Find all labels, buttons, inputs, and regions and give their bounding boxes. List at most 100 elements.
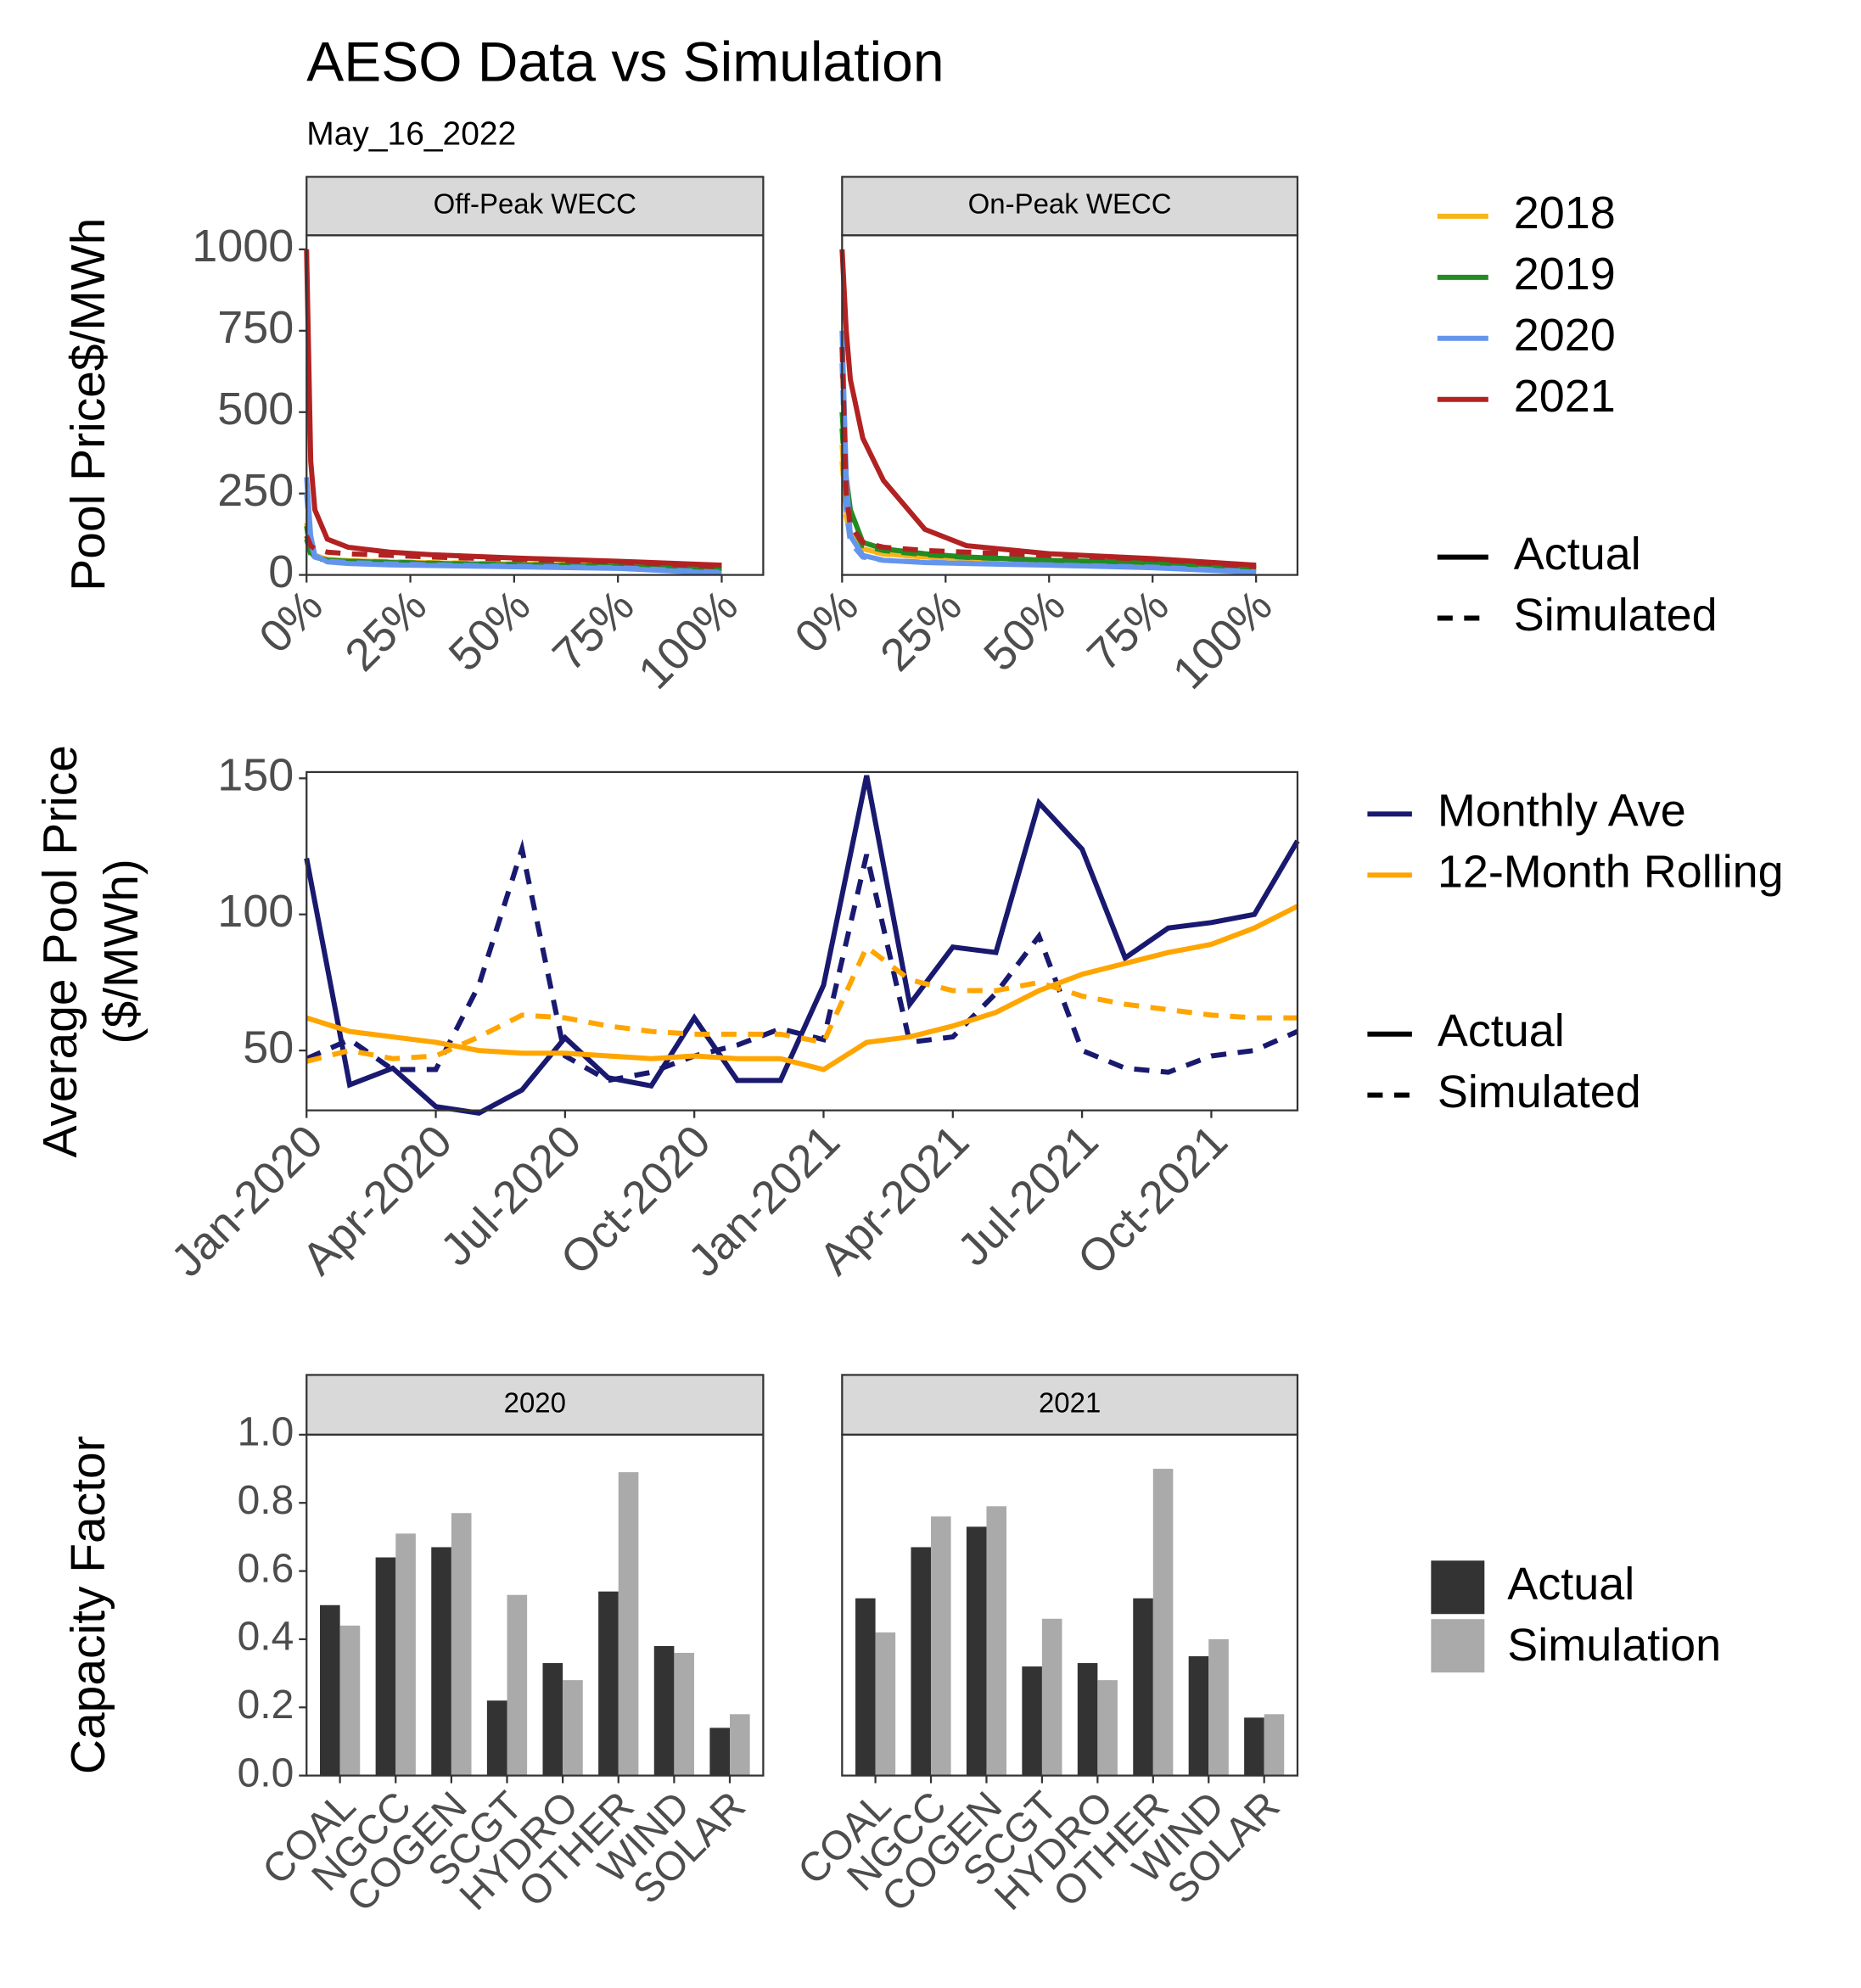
y-tick-label: 1000 — [192, 221, 294, 272]
bar — [339, 1625, 361, 1776]
price-line — [305, 904, 1299, 1072]
bar — [966, 1526, 987, 1776]
y-axis-title: ($/MWh) — [94, 859, 149, 1044]
x-tick-label: 0% — [785, 580, 868, 664]
bar — [1244, 1717, 1264, 1776]
duration-line — [839, 249, 1257, 568]
y-tick-label: 0.6 — [238, 1546, 294, 1591]
y-tick-label: 100 — [217, 886, 294, 937]
bar — [431, 1547, 451, 1776]
duration-line — [839, 363, 1257, 574]
bar — [1188, 1656, 1209, 1776]
y-tick-label: 0 — [268, 546, 294, 597]
y-tick-label: 50 — [243, 1022, 294, 1072]
y-tick-label: 0.8 — [238, 1478, 294, 1523]
legend-key — [1431, 1619, 1485, 1673]
bar — [1022, 1666, 1042, 1776]
price-line — [305, 838, 1299, 1084]
legend-label: Actual — [1507, 1559, 1634, 1610]
panel-border — [305, 770, 1299, 1112]
duration-line — [839, 412, 1257, 571]
strip-label: On-Peak WECC — [968, 188, 1172, 220]
duration-line — [839, 330, 1257, 575]
bar — [911, 1547, 932, 1776]
panel-border — [305, 234, 765, 576]
x-tick-label: 75% — [1078, 580, 1179, 681]
bar — [542, 1663, 563, 1776]
bar — [653, 1645, 675, 1776]
bar — [1264, 1714, 1285, 1776]
bar — [563, 1680, 583, 1776]
strip-label: 2021 — [1039, 1386, 1101, 1418]
y-tick-label: 250 — [217, 465, 294, 516]
panel-border — [841, 234, 1299, 576]
bar — [451, 1513, 472, 1776]
y-tick-label: 1.0 — [238, 1410, 294, 1455]
strip — [841, 176, 1299, 237]
y-tick-label: 750 — [217, 302, 294, 353]
y-tick-label: 0.0 — [238, 1750, 294, 1795]
legend-label: 2018 — [1514, 188, 1616, 238]
x-tick-label: 75% — [543, 580, 644, 681]
bar — [486, 1700, 507, 1776]
legend-label: Simulated — [1514, 590, 1718, 641]
strip-label: 2020 — [504, 1386, 566, 1418]
bar — [730, 1714, 750, 1776]
duration-line — [304, 535, 722, 569]
bar — [1097, 1680, 1118, 1776]
y-axis-title: Capacity Factor — [61, 1436, 115, 1774]
bar — [618, 1472, 639, 1776]
legend-label: Actual — [1514, 529, 1641, 580]
y-tick-label: 0.4 — [238, 1615, 294, 1660]
bar — [875, 1632, 896, 1776]
bar — [1041, 1618, 1062, 1776]
legend-label: Actual — [1438, 1005, 1565, 1056]
x-tick-label: 25% — [871, 580, 972, 681]
legend-label: Simulated — [1438, 1067, 1641, 1117]
duration-line — [839, 428, 1257, 572]
legend-label: Monthly Ave — [1438, 786, 1686, 837]
x-tick-label: 50% — [440, 580, 541, 681]
bar — [1208, 1638, 1229, 1776]
bar — [395, 1533, 416, 1776]
x-tick-label: 100% — [1163, 580, 1282, 699]
panel-border — [305, 1433, 765, 1777]
duration-line — [839, 346, 1257, 569]
bar — [598, 1591, 619, 1776]
legend-label: 2021 — [1514, 371, 1616, 422]
bar — [1152, 1469, 1174, 1776]
legend-label: 2019 — [1514, 249, 1616, 300]
bar — [507, 1594, 528, 1776]
chart-subtitle: May_16_2022 — [306, 116, 516, 153]
legend-label: 2020 — [1514, 310, 1616, 361]
bar — [375, 1557, 396, 1776]
strip — [305, 1374, 765, 1436]
price-line — [305, 943, 1298, 1064]
bar — [709, 1728, 731, 1776]
x-tick-label: 25% — [335, 580, 436, 681]
legend-label: 12-Month Rolling — [1438, 847, 1784, 898]
legend-label: Simulation — [1507, 1620, 1721, 1671]
y-tick-label: 0.2 — [238, 1683, 294, 1728]
bar — [855, 1598, 876, 1776]
legend-key — [1431, 1560, 1485, 1615]
strip — [305, 176, 765, 237]
y-tick-label: 150 — [217, 750, 294, 801]
bar — [1133, 1598, 1153, 1776]
chart-title: AESO Data vs Simulation — [306, 30, 944, 92]
x-tick-label: 0% — [249, 580, 333, 664]
strip — [841, 1374, 1299, 1436]
bar — [1077, 1663, 1098, 1776]
price-line — [304, 775, 1300, 1116]
duration-line — [304, 249, 722, 568]
x-tick-label: 50% — [974, 580, 1075, 681]
bar — [674, 1652, 695, 1776]
strip-label: Off-Peak WECC — [434, 188, 636, 220]
bar — [931, 1516, 951, 1776]
bar — [320, 1604, 340, 1776]
x-tick-label: 100% — [629, 580, 748, 699]
y-axis-title: Average Pool Price — [33, 745, 87, 1157]
bar — [986, 1506, 1007, 1776]
